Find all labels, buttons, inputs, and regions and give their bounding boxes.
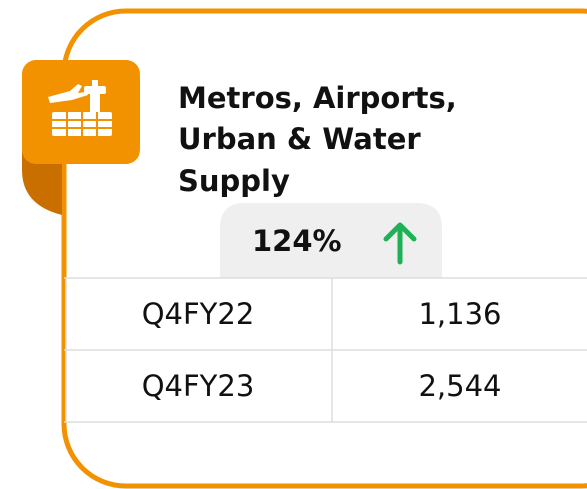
icon-fold <box>22 150 62 215</box>
title-line: Supply <box>178 164 290 198</box>
table-cell: Q4FY23 <box>142 369 255 403</box>
title-line: Metros, Airports, <box>178 81 457 115</box>
table-lines <box>64 277 587 423</box>
table-cell: 1,136 <box>418 297 501 331</box>
change-pill <box>220 203 442 278</box>
table-cell: 2,544 <box>418 369 501 403</box>
icon-windows <box>52 112 112 136</box>
table-cell: Q4FY22 <box>142 297 255 331</box>
change-value: 124% <box>252 224 342 258</box>
up-arrow <box>383 222 417 265</box>
title-line: Urban & Water <box>178 122 421 156</box>
